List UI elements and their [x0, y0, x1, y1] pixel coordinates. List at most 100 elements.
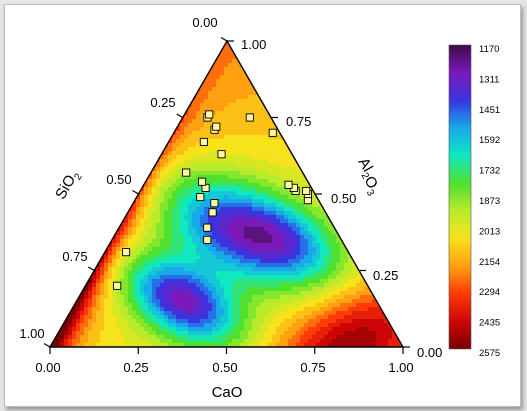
- contour-cell: [224, 47, 229, 52]
- contour-cell: [140, 59, 145, 64]
- contour-cell: [364, 87, 369, 92]
- contour-cell: [56, 171, 61, 176]
- contour-cell: [260, 239, 265, 244]
- contour-cell: [220, 55, 225, 60]
- contour-cell: [404, 243, 409, 248]
- contour-cell: [188, 219, 193, 224]
- contour-cell: [168, 63, 173, 68]
- contour-cell: [104, 71, 109, 76]
- contour-cell: [344, 95, 349, 100]
- contour-cell: [340, 115, 345, 120]
- contour-cell: [76, 235, 81, 240]
- contour-cell: [184, 67, 189, 72]
- contour-cell: [360, 227, 365, 232]
- contour-cell: [172, 83, 177, 88]
- contour-cell: [204, 155, 209, 160]
- contour-cell: [348, 139, 353, 144]
- contour-cell: [160, 119, 165, 124]
- contour-cell: [108, 255, 113, 260]
- contour-cell: [308, 143, 313, 148]
- contour-cell: [396, 75, 401, 80]
- contour-cell: [312, 127, 317, 132]
- contour-cell: [136, 47, 141, 52]
- contour-cell: [328, 135, 333, 140]
- contour-cell: [276, 255, 281, 260]
- contour-cell: [76, 55, 81, 60]
- contour-cell: [60, 131, 65, 136]
- contour-cell: [84, 75, 89, 80]
- contour-cell: [312, 183, 317, 188]
- contour-cell: [240, 59, 245, 64]
- contour-cell: [276, 223, 281, 228]
- contour-cell: [104, 47, 109, 52]
- contour-cell: [168, 55, 173, 60]
- contour-cell: [328, 239, 333, 244]
- contour-cell: [404, 83, 409, 88]
- contour-cell: [224, 235, 229, 240]
- contour-cell: [312, 199, 317, 204]
- contour-cell: [296, 131, 301, 136]
- contour-cell: [244, 191, 249, 196]
- contour-cell: [152, 123, 157, 128]
- contour-cell: [148, 255, 153, 260]
- contour-cell: [116, 51, 121, 56]
- contour-cell: [276, 83, 281, 88]
- contour-cell: [52, 75, 57, 80]
- contour-cell: [400, 107, 403, 112]
- contour-cell: [196, 231, 201, 236]
- contour-cell: [204, 83, 209, 88]
- contour-cell: [124, 159, 129, 164]
- contour-cell: [340, 119, 345, 124]
- contour-cell: [224, 115, 229, 120]
- contour-cell: [84, 41, 89, 44]
- contour-cell: [84, 71, 89, 76]
- contour-cell: [224, 247, 229, 252]
- contour-cell: [348, 231, 353, 236]
- contour-cell: [276, 207, 281, 212]
- contour-cell: [108, 191, 113, 196]
- contour-cell: [404, 47, 409, 52]
- contour-cell: [224, 131, 229, 136]
- contour-cell: [304, 203, 309, 208]
- contour-cell: [116, 131, 121, 136]
- contour-cell: [316, 219, 321, 224]
- contour-cell: [268, 43, 273, 48]
- contour-cell: [204, 91, 209, 96]
- contour-cell: [132, 227, 137, 232]
- contour-cell: [356, 187, 361, 192]
- contour-cell: [120, 79, 125, 84]
- contour-cell: [320, 41, 325, 44]
- contour-cell: [64, 207, 69, 212]
- contour-cell: [228, 71, 233, 76]
- contour-cell: [212, 139, 217, 144]
- contour-cell: [96, 155, 101, 160]
- contour-cell: [64, 243, 69, 248]
- contour-cell: [72, 59, 77, 64]
- contour-cell: [316, 227, 321, 232]
- contour-cell: [148, 67, 153, 72]
- contour-cell: [180, 203, 185, 208]
- contour-cell: [228, 207, 233, 212]
- contour-cell: [224, 227, 229, 232]
- contour-cell: [276, 55, 281, 60]
- contour-cell: [128, 99, 133, 104]
- contour-cell: [100, 159, 105, 164]
- contour-cell: [252, 247, 257, 252]
- contour-cell: [288, 167, 293, 172]
- contour-cell: [180, 159, 185, 164]
- contour-cell: [204, 251, 209, 256]
- contour-cell: [304, 71, 309, 76]
- contour-cell: [212, 41, 217, 44]
- contour-cell: [52, 51, 57, 56]
- contour-cell: [400, 235, 403, 240]
- contour-cell: [112, 143, 117, 148]
- contour-cell: [156, 195, 161, 200]
- contour-cell: [132, 183, 137, 188]
- contour-cell: [268, 171, 273, 176]
- contour-cell: [160, 135, 165, 140]
- contour-cell: [384, 191, 389, 196]
- contour-cell: [332, 243, 337, 248]
- contour-cell: [360, 203, 365, 208]
- contour-cell: [196, 99, 201, 104]
- contour-cell: [84, 123, 89, 128]
